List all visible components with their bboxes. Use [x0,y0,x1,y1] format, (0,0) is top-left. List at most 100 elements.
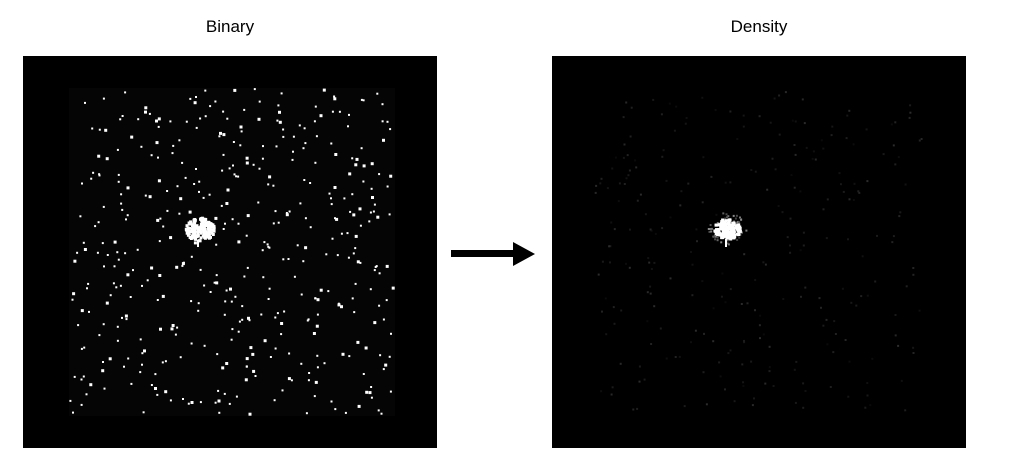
density-point [812,150,815,153]
binary-point [141,363,143,366]
binary-point [368,391,372,395]
binary-blob-pixel [192,218,196,222]
density-point [894,314,897,316]
binary-point [288,210,291,213]
density-point [912,267,915,269]
binary-point [215,281,219,285]
binary-point [235,175,238,178]
density-point [777,205,780,207]
density-point [869,404,872,407]
binary-point [150,154,153,157]
binary-blob-pixel [196,229,200,233]
density-point [844,339,847,341]
binary-point [161,294,165,298]
density-point [634,159,637,162]
density-blob-pixel [733,233,736,237]
density-point [912,346,915,349]
density-point [647,257,650,260]
binary-point [368,220,371,223]
density-point [661,227,664,230]
density-point [720,295,723,298]
binary-point [263,241,266,244]
density-blob-pixel [731,234,735,238]
binary-point [238,320,241,323]
binary-blob-pixel [186,230,190,234]
binary-point [287,377,291,381]
binary-point [338,110,341,113]
density-blob-pixel [723,224,727,228]
binary-point [346,232,349,235]
binary-point [374,266,377,268]
binary-blob-pixel [191,225,195,229]
binary-point [331,110,334,113]
binary-point [193,241,197,245]
density-point [784,91,787,94]
density-halo-pixel [710,227,713,230]
binary-point [102,205,105,208]
density-blob-pixel [724,219,728,223]
density-point [802,231,805,234]
binary-point [330,203,333,206]
density-point [625,177,628,180]
binary-point [351,157,354,160]
density-point [599,182,602,185]
density-point [715,213,718,216]
density-blob-pixel [717,229,721,233]
density-point [918,139,921,142]
density-blob-pixel [724,232,728,236]
binary-point [249,346,253,350]
binary-point [121,316,123,319]
binary-point [316,366,319,369]
binary-blob-pixel [197,240,199,247]
binary-blob-pixel [207,229,211,233]
density-point [743,339,745,342]
density-point [626,154,629,157]
binary-point [378,304,381,307]
density-point [741,363,744,366]
binary-point [309,226,312,229]
binary-point [203,284,206,287]
density-point [623,143,626,146]
binary-point [102,323,105,326]
density-point [866,394,869,397]
binary-blob-pixel [200,227,204,231]
density-halo-pixel [712,235,715,238]
binary-point [69,399,72,402]
binary-point [330,142,333,145]
density-point [841,287,844,290]
density-point [764,382,767,385]
density-point [601,310,603,313]
density-point [892,144,895,147]
binary-point [354,247,357,250]
binary-point [106,254,109,256]
binary-point [274,210,277,213]
density-point [630,106,633,109]
density-point [898,215,901,218]
binary-point [335,217,339,221]
binary-point [376,215,380,219]
density-halo-pixel [736,221,739,224]
density-point [659,327,662,330]
binary-point [146,279,149,282]
binary-point [362,99,365,102]
binary-point [245,365,248,368]
binary-point [190,342,193,345]
binary-point [98,173,101,176]
density-blob-pixel [738,225,742,229]
density-point [608,245,611,248]
density-point [795,360,798,363]
binary-blob-pixel [191,224,194,228]
binary-point [80,378,83,381]
binary-point [195,96,197,98]
binary-point [334,153,338,156]
binary-point [119,284,122,287]
binary-point [388,213,391,216]
binary-point [272,222,275,225]
binary-point [148,112,151,115]
density-point [653,305,656,308]
density-halo-pixel [736,239,739,241]
binary-point [315,324,319,328]
density-point [847,238,849,241]
binary-point [195,168,197,170]
density-halo-pixel [738,236,741,239]
